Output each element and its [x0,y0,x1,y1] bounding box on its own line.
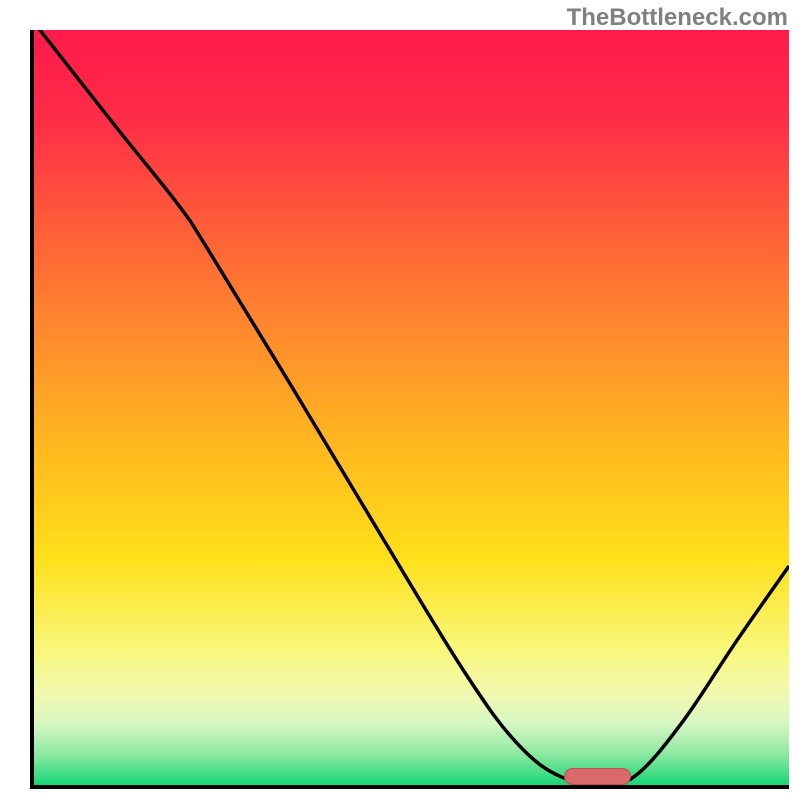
watermark-text: TheBottleneck.com [567,4,788,32]
bottleneck-plot [30,30,789,789]
optimal-marker [564,768,630,785]
bottleneck-curve [34,30,789,785]
